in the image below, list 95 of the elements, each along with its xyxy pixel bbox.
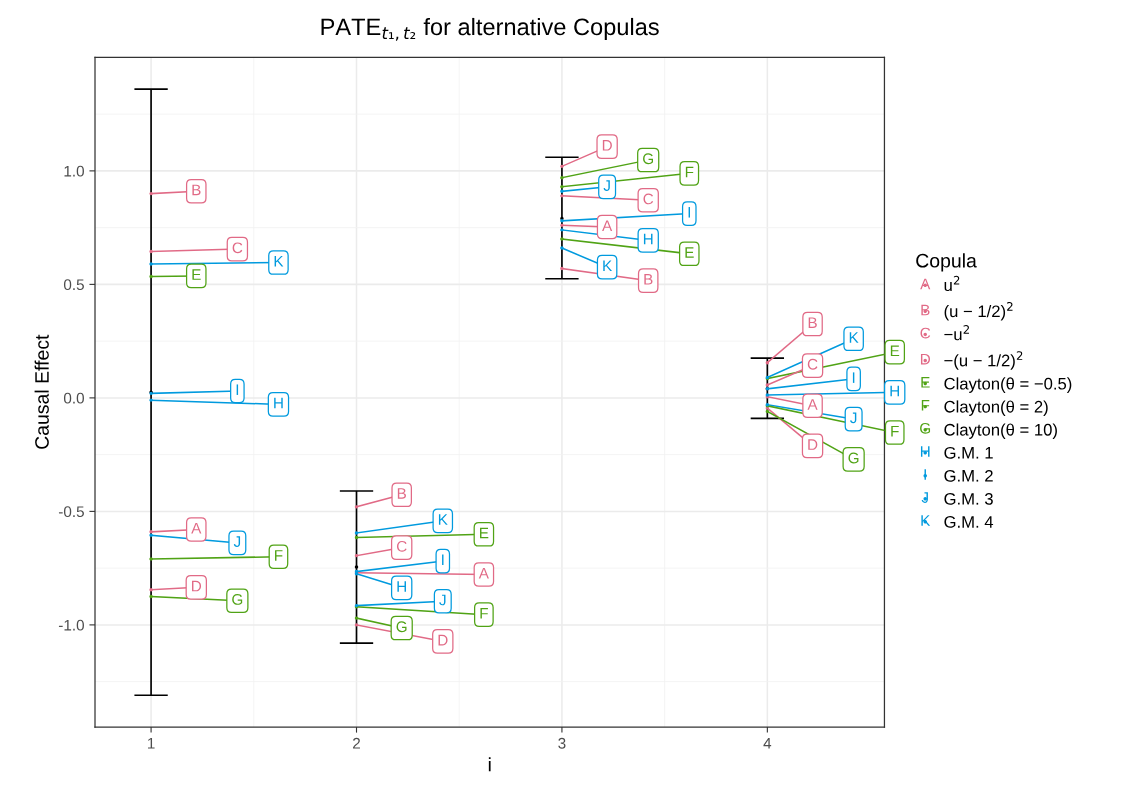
data-label: F bbox=[480, 608, 488, 619]
data-label: D bbox=[602, 140, 612, 151]
text: G bbox=[920, 422, 931, 434]
data-label: F bbox=[275, 550, 283, 561]
legend-label: −u$^{2}$ bbox=[944, 325, 969, 341]
legend-label: −(u − 1/2)$^{2}$ bbox=[944, 351, 1023, 370]
point bbox=[354, 553, 359, 558]
data-label: J bbox=[603, 180, 610, 191]
legend-title: Copula bbox=[916, 253, 977, 272]
data-label: B bbox=[644, 274, 653, 285]
data-label: G bbox=[396, 621, 407, 633]
data-label: A bbox=[602, 220, 613, 231]
point bbox=[149, 262, 153, 266]
y-tick-label: -0.5 bbox=[58, 506, 84, 518]
text: E bbox=[921, 377, 930, 388]
data-label: C bbox=[643, 193, 654, 205]
point bbox=[560, 189, 564, 194]
data-label: A bbox=[807, 399, 818, 410]
point bbox=[149, 398, 153, 402]
data-label: B bbox=[192, 184, 201, 196]
x-axis-title: i bbox=[488, 757, 491, 772]
text: J bbox=[921, 492, 928, 503]
text: D bbox=[920, 353, 931, 365]
data-label: K bbox=[603, 260, 613, 272]
legend-label: G.M. 3 bbox=[944, 492, 993, 505]
data-label: I bbox=[442, 554, 444, 566]
point bbox=[560, 175, 564, 180]
data-label: J bbox=[439, 594, 446, 606]
data-label: J bbox=[850, 412, 857, 424]
point bbox=[149, 557, 153, 561]
legend-label: u$^{2}$ bbox=[944, 275, 960, 292]
data-label: K bbox=[438, 514, 448, 525]
chart-title: PATE$_{t₁,t₂}$ for alternative Copulas bbox=[321, 17, 659, 41]
x-tick-label: 3 bbox=[558, 737, 566, 749]
data-label: H bbox=[274, 397, 283, 409]
data-label: J bbox=[233, 536, 241, 547]
point bbox=[560, 194, 564, 198]
data-label: G bbox=[643, 153, 654, 165]
x-tick-label: 1 bbox=[148, 738, 155, 749]
data-label: E bbox=[890, 345, 900, 357]
point bbox=[560, 228, 564, 232]
data-label: K bbox=[849, 332, 859, 343]
data-label: E bbox=[685, 247, 694, 258]
data-label: A bbox=[191, 522, 202, 534]
legend-label: G.M. 4 bbox=[944, 516, 994, 528]
legend-label: G.M. 2 bbox=[944, 469, 993, 482]
data-label: F bbox=[891, 425, 899, 437]
data-label: B bbox=[808, 317, 817, 328]
data-label: B bbox=[397, 488, 406, 499]
point bbox=[560, 164, 564, 169]
point bbox=[354, 535, 359, 540]
text: B bbox=[921, 304, 930, 316]
text: K bbox=[921, 515, 931, 526]
text: H bbox=[920, 446, 930, 457]
y-tick-label: 0.0 bbox=[63, 392, 84, 404]
data-label: E bbox=[192, 269, 201, 280]
legend-label: Clayton(θ = −0.5) bbox=[944, 377, 1072, 393]
data-label: G bbox=[232, 594, 243, 605]
data-label: D bbox=[192, 580, 202, 592]
data-label: H bbox=[890, 385, 899, 397]
data-label: A bbox=[478, 567, 489, 579]
point bbox=[560, 237, 564, 241]
point bbox=[149, 588, 153, 592]
legend-label: Clayton(θ = 2) bbox=[944, 400, 1048, 416]
data-label: E bbox=[480, 527, 489, 539]
data-label: I bbox=[236, 384, 239, 395]
data-label: C bbox=[807, 358, 818, 370]
point bbox=[560, 246, 564, 250]
y-tick-label: 0.5 bbox=[63, 279, 84, 291]
point bbox=[560, 185, 564, 189]
data-label: C bbox=[232, 242, 243, 254]
y-tick-label: -1.0 bbox=[58, 619, 84, 631]
data-label: I bbox=[852, 372, 855, 383]
data-label: D bbox=[808, 439, 818, 450]
y-axis-title: Causal Effect bbox=[34, 334, 49, 449]
x-tick-label: 4 bbox=[763, 738, 772, 749]
data-label: F bbox=[685, 166, 694, 178]
text: F bbox=[921, 400, 930, 411]
data-label: C bbox=[396, 540, 407, 552]
data-label: I bbox=[688, 207, 690, 218]
y-tick-label: 1.0 bbox=[64, 165, 84, 177]
data-label: D bbox=[438, 634, 448, 646]
legend-label: (u − 1/2)$^{2}$ bbox=[944, 301, 1013, 321]
data-label: H bbox=[397, 581, 406, 592]
data-label: H bbox=[643, 233, 653, 245]
text: C bbox=[920, 327, 931, 339]
point bbox=[765, 361, 770, 365]
point bbox=[765, 383, 770, 387]
legend-label: G.M. 1 bbox=[944, 446, 993, 459]
legend-label: Clayton(θ = 10) bbox=[944, 423, 1057, 439]
x-tick-label: 2 bbox=[353, 737, 360, 749]
data-label: K bbox=[274, 255, 284, 267]
point bbox=[560, 223, 564, 228]
data-label: G bbox=[848, 452, 859, 464]
point bbox=[765, 409, 770, 414]
